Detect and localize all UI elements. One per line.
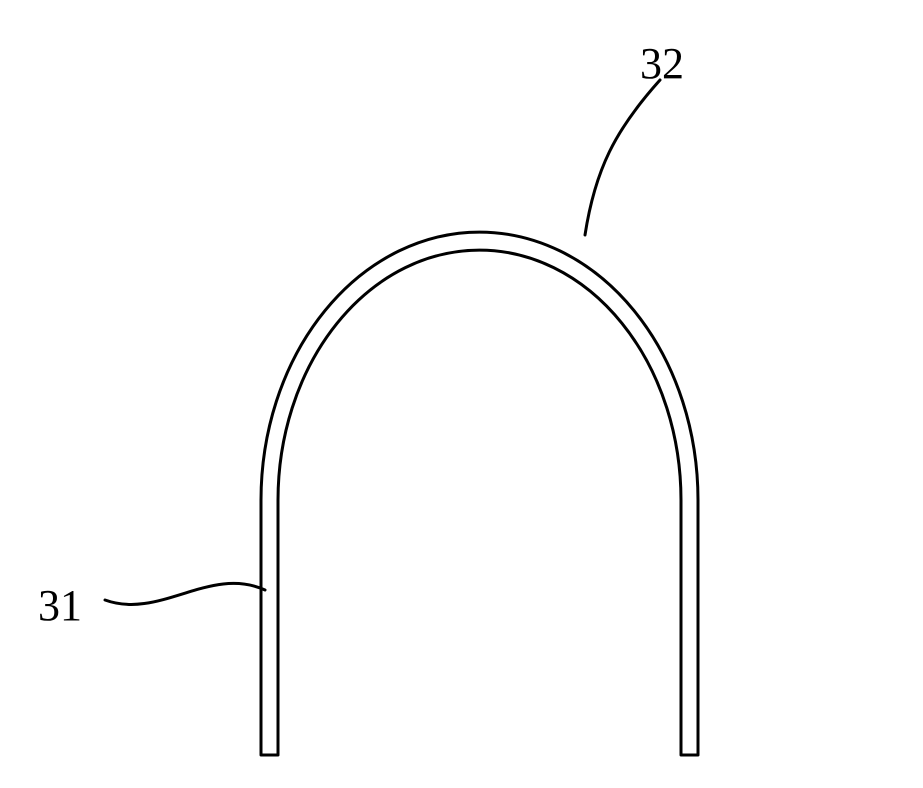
leader-lines bbox=[105, 80, 660, 604]
arch-shape bbox=[261, 232, 698, 755]
label-31: 31 bbox=[38, 580, 82, 631]
diagram-svg bbox=[0, 0, 923, 783]
label-32: 32 bbox=[640, 38, 684, 89]
